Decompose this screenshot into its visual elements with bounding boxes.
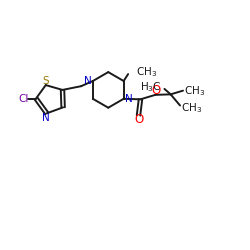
Text: O: O: [152, 84, 161, 97]
Text: S: S: [43, 76, 49, 86]
Text: O: O: [134, 113, 143, 126]
Text: CH$_3$: CH$_3$: [181, 101, 203, 115]
Text: Cl: Cl: [18, 94, 28, 104]
Text: N: N: [42, 113, 50, 123]
Text: H$_3$C: H$_3$C: [140, 80, 161, 94]
Text: CH$_3$: CH$_3$: [184, 84, 206, 98]
Text: N: N: [84, 76, 92, 86]
Text: CH$_3$: CH$_3$: [136, 65, 157, 79]
Text: N: N: [125, 94, 132, 104]
